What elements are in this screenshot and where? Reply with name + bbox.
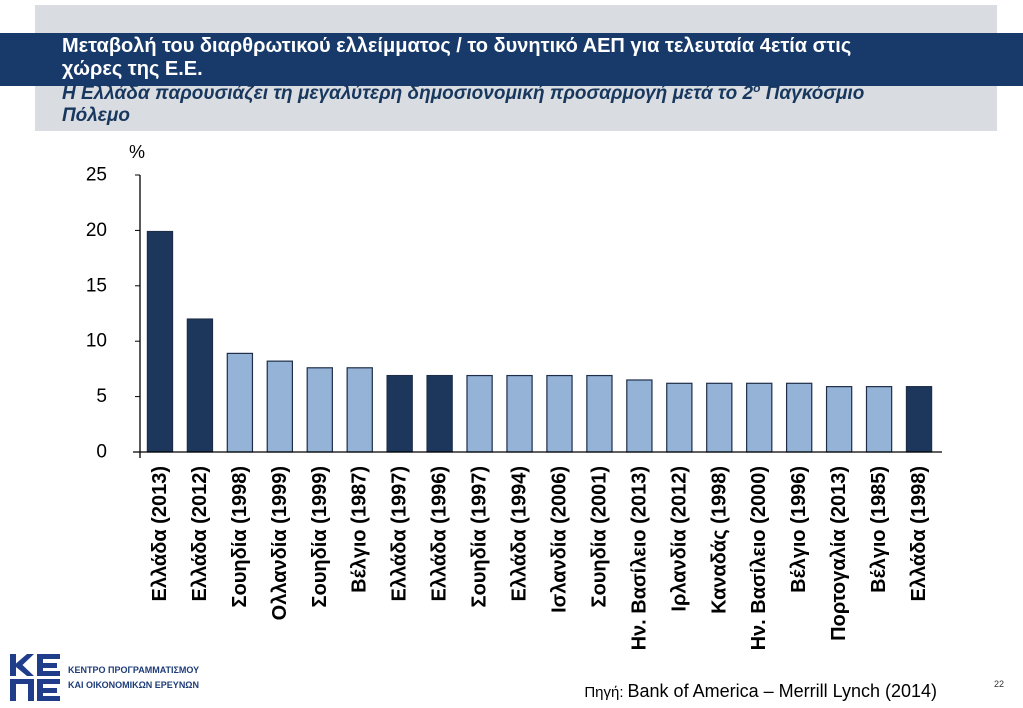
- slide-title-line-1: Μεταβολή του διαρθρωτικού ελλείμματος / …: [62, 35, 852, 57]
- bar-8: [426, 374, 453, 453]
- x-tick-label-5: Σουηδία (1999): [309, 466, 331, 607]
- bars: [146, 230, 933, 453]
- x-tick-label-16: Ην. Βασίλειο (2000): [748, 466, 770, 650]
- x-tick-label-1: Ελλάδα (2013): [149, 466, 171, 601]
- logo-text-line-1: ΚΕΝΤΡΟ ΠΡΟΓΡΑΜΜΑΤΙΣΜΟΥ: [68, 665, 200, 675]
- title-band: [0, 33, 1023, 86]
- source-label: Πηγή:: [584, 684, 624, 701]
- bar-14: [666, 382, 693, 453]
- subtitle-text-end: Παγκόσμιο: [760, 83, 865, 104]
- page-number: 22: [994, 679, 1005, 689]
- x-tick-label-20: Ελλάδα (1998): [908, 466, 930, 601]
- bar-2: [186, 318, 214, 453]
- bar-17: [785, 382, 813, 453]
- x-tick-label-6: Βέλγιο (1987): [349, 466, 371, 593]
- source-note: Πηγή: Bank of America – Merrill Lynch (20…: [584, 681, 937, 703]
- bar-10: [506, 374, 533, 453]
- x-tick-label-3: Σουηδία (1998): [229, 466, 251, 607]
- x-tick-label-2: Ελλάδα (2012): [189, 466, 211, 601]
- x-tick-label-12: Σουηδία (2001): [588, 466, 610, 607]
- y-axis-unit-label: %: [129, 142, 145, 162]
- x-tick-label-8: Ελλάδα (1996): [429, 466, 451, 601]
- slide-subtitle-line-2: Πόλεμο: [62, 105, 130, 126]
- kepe-logo: [10, 654, 60, 701]
- slide-subtitle-line-1: Η Ελλάδα παρουσιάζει τη μεγαλύτερη δημοσ…: [62, 81, 865, 106]
- x-tick-label-7: Ελλάδα (1997): [389, 466, 411, 601]
- logo-letter-epsilon-top: [37, 654, 60, 676]
- bar-16: [746, 382, 773, 453]
- bar-1: [146, 230, 174, 453]
- x-tick-label-17: Βέλγιο (1996): [788, 466, 810, 593]
- x-tick-label-15: Καναδάς (1998): [708, 466, 730, 614]
- y-tick-label-5: 5: [96, 386, 107, 407]
- x-tick-label-13: Ην. Βασίλειο (2013): [628, 466, 650, 650]
- bar-15: [706, 382, 733, 453]
- y-tick-label-25: 25: [86, 165, 107, 186]
- x-tick-label-4: Ολλανδία (1999): [269, 466, 291, 620]
- x-tick-label-14: Ιρλανδία (2012): [668, 466, 690, 612]
- bar-18: [825, 386, 853, 453]
- bar-12: [586, 374, 613, 453]
- bar-chart: % Ελλάδα (2013) Ελλάδα (2012) Σουηδία (199…: [86, 142, 942, 650]
- bar-3: [226, 352, 254, 453]
- x-tick-label-18: Πορτογαλία (2013): [828, 466, 850, 641]
- y-tick-label-0: 0: [96, 442, 107, 463]
- axes: 0 5 10 15 20 25: [86, 165, 942, 463]
- bar-9: [466, 374, 493, 453]
- bar-13: [626, 379, 653, 453]
- y-tick-label-10: 10: [86, 331, 107, 352]
- logo-letter-epsilon-bottom: [37, 679, 60, 701]
- logo-letter-pi: [10, 679, 34, 701]
- bar-11: [546, 374, 573, 453]
- x-tick-label-9: Σουηδία (1997): [469, 466, 491, 607]
- logo-letter-kappa: [10, 654, 34, 676]
- subtitle-text: Η Ελλάδα παρουσιάζει τη μεγαλύτερη δημοσ…: [62, 83, 754, 104]
- y-tick-label-15: 15: [86, 275, 107, 296]
- bar-20: [905, 386, 933, 453]
- slide-title-line-2: χώρες της Ε.Ε.: [62, 58, 203, 80]
- x-tick-labels: Ελλάδα (2013) Ελλάδα (2012) Σουηδία (1998)…: [149, 466, 930, 650]
- y-tick-label-20: 20: [86, 220, 107, 241]
- x-tick-label-10: Ελλάδα (1994): [509, 466, 531, 601]
- bar-7: [386, 374, 413, 453]
- x-tick-label-11: Ισλανδία (2006): [548, 466, 570, 613]
- x-tick-label-19: Βέλγιο (1985): [868, 466, 890, 593]
- logo-text-line-2: ΚΑΙ ΟΙΚΟΝΟΜΙΚΩΝ ΕΡΕΥΝΩΝ: [68, 680, 200, 690]
- bar-6: [346, 367, 373, 453]
- bar-19: [865, 386, 893, 453]
- bar-5: [306, 367, 333, 453]
- subtitle-superscript: ο: [753, 81, 761, 95]
- logo-text: ΚΕΝΤΡΟ ΠΡΟΓΡΑΜΜΑΤΙΣΜΟΥ ΚΑΙ ΟΙΚΟΝΟΜΙΚΩΝ Ε…: [68, 663, 199, 693]
- bar-4: [266, 360, 294, 453]
- source-text: Bank of America – Merrill Lynch (2014): [627, 681, 937, 701]
